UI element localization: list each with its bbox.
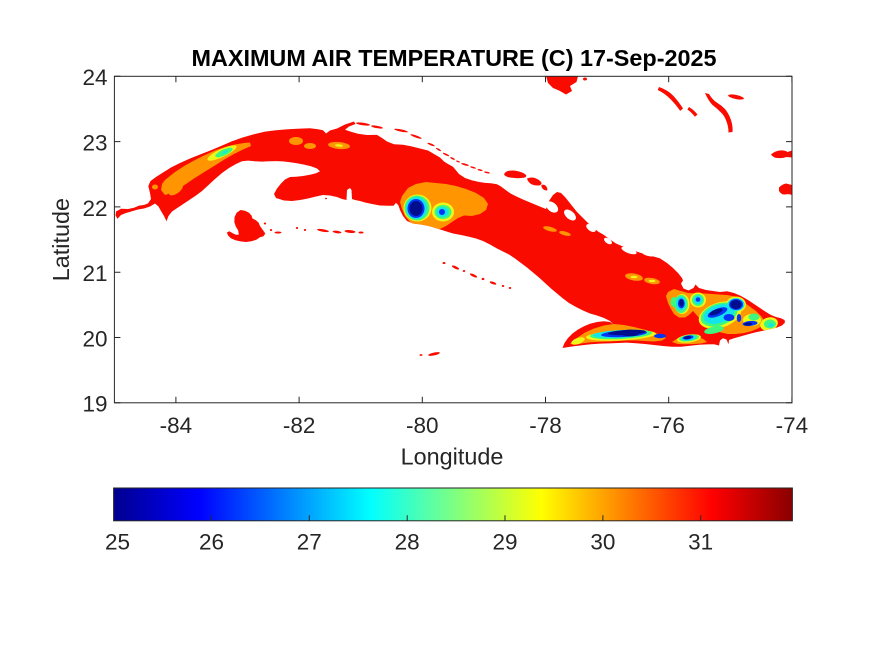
svg-text:28: 28 [395, 530, 420, 555]
svg-text:-78: -78 [529, 413, 562, 438]
svg-text:20: 20 [82, 326, 107, 351]
svg-text:30: 30 [590, 530, 615, 555]
svg-text:23: 23 [82, 131, 107, 156]
svg-text:Longitude: Longitude [401, 444, 504, 470]
svg-text:-82: -82 [283, 413, 316, 438]
svg-text:19: 19 [82, 392, 107, 417]
svg-text:-76: -76 [652, 413, 685, 438]
svg-text:Latitude: Latitude [48, 198, 74, 281]
svg-text:24: 24 [82, 65, 107, 90]
svg-text:26: 26 [199, 530, 224, 555]
svg-text:MAXIMUM AIR TEMPERATURE (C) 17: MAXIMUM AIR TEMPERATURE (C) 17-Sep-2025 [191, 45, 716, 71]
svg-text:29: 29 [492, 530, 517, 555]
svg-text:-84: -84 [160, 413, 193, 438]
svg-text:21: 21 [82, 261, 107, 286]
svg-text:27: 27 [297, 530, 322, 555]
svg-text:22: 22 [82, 196, 107, 221]
svg-text:-74: -74 [776, 413, 809, 438]
svg-text:25: 25 [105, 530, 130, 555]
svg-text:-80: -80 [406, 413, 439, 438]
svg-text:31: 31 [688, 530, 713, 555]
